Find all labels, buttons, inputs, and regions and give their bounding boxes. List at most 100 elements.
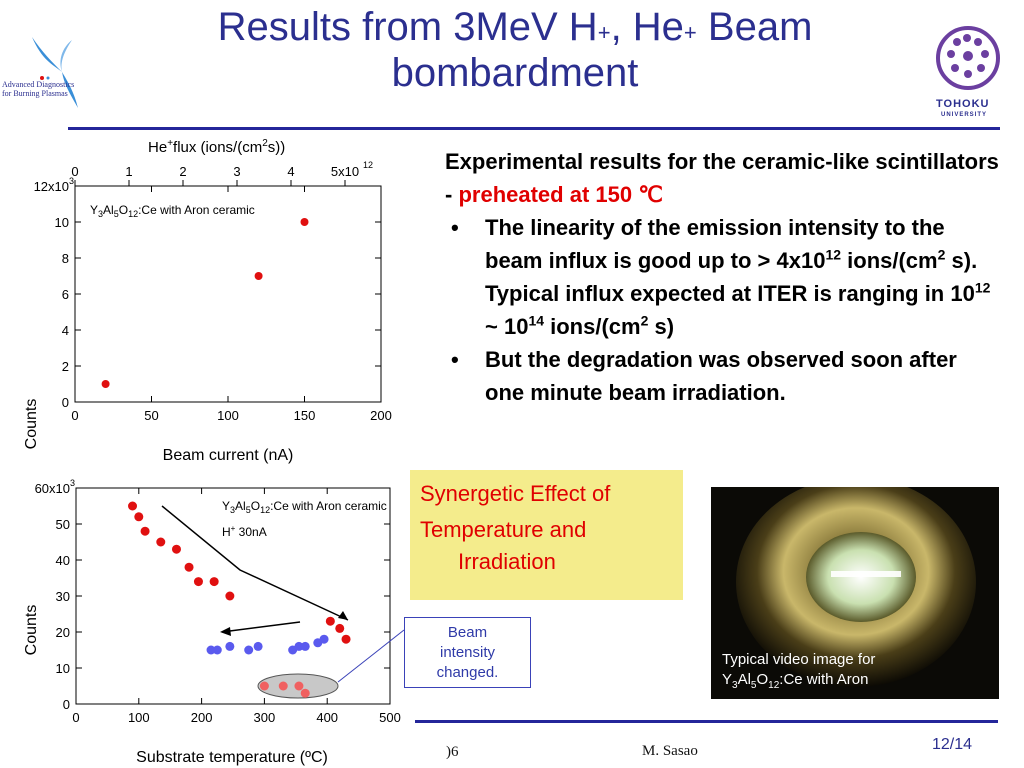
data-point [244, 645, 254, 655]
data-point [259, 681, 269, 691]
data-point [325, 616, 335, 626]
y-tick-label: 8 [62, 251, 69, 266]
x-tick-label: 200 [191, 710, 213, 725]
data-point [300, 688, 310, 698]
y-tick-exponent: 3 [69, 176, 74, 186]
slide-title: Results from 3MeV H+, He+ Beam bombardme… [217, 5, 813, 95]
data-point [278, 681, 288, 691]
y-tick-label: 20 [56, 625, 70, 640]
x-tick-label: 150 [294, 408, 316, 423]
x-tick-label: 100 [217, 408, 239, 423]
trend-arrow-head-down [338, 611, 348, 620]
footer-author: M. Sasao [642, 743, 698, 759]
synergy-line1: Synergetic Effect of [420, 481, 611, 506]
top-tick-label: 4 [287, 164, 294, 179]
logo-text-line1: Advanced Diagnostics [2, 80, 75, 89]
x-tick-label: 0 [72, 710, 79, 725]
y-tick-label: 6 [62, 287, 69, 302]
footer-fragment: )6 [446, 744, 459, 760]
data-point [209, 577, 219, 587]
x-tick-label: 0 [71, 408, 78, 423]
chart1-top-axis-label: He+flux (ions/(cm2s)) [148, 138, 285, 156]
y-tick-label: 0 [62, 395, 69, 410]
y-tick-label: 10 [56, 661, 70, 676]
y-tick-label: 10 [55, 215, 69, 230]
beam-change-line3: changed. [436, 664, 499, 681]
data-point [300, 218, 309, 226]
data-point [294, 641, 304, 651]
bullet-heading: Experimental results for the ceramic-lik… [445, 149, 999, 207]
callout-connector [337, 629, 405, 683]
data-point [206, 645, 216, 655]
x-tick-label: 50 [144, 408, 158, 423]
data-point [300, 641, 310, 651]
chart1-ylabel: Counts [23, 399, 40, 450]
logo-text-line2: for Burning Plasmas [2, 89, 68, 98]
data-point [319, 634, 329, 644]
beam-change-callout: Beam intensity changed. [404, 617, 531, 688]
top-tick-label: 5x10 [331, 164, 359, 179]
video-image [711, 487, 999, 699]
x-tick-label: 500 [379, 710, 401, 725]
y-tick-label: 30 [56, 589, 70, 604]
tohoku-university-logo: TOHOKU UNIVERSITY [933, 24, 1003, 124]
data-point [101, 380, 110, 388]
data-point [156, 537, 166, 547]
data-point [225, 641, 235, 651]
university-label: UNIVERSITY [941, 112, 988, 118]
data-point [171, 544, 181, 554]
beam-change-line1: Beam [447, 624, 488, 641]
y-tick-exponent: 3 [70, 478, 75, 488]
data-point [253, 641, 263, 651]
advanced-diagnostics-logo: Advanced Diagnostics for Burning Plasmas [2, 32, 82, 112]
photo-caption: Typical video image for Y3Al5O12:Ce with… [722, 651, 876, 691]
bottom-divider [415, 720, 998, 723]
y-tick-label: 50 [56, 517, 70, 532]
y-tick-label: 0 [63, 697, 70, 712]
data-point [134, 512, 144, 522]
data-point [184, 562, 194, 572]
x-tick-label: 400 [316, 710, 338, 725]
y-tick-label: 12x10 [34, 179, 69, 194]
synergy-line3: Irradiation [458, 549, 556, 574]
data-point [294, 681, 304, 691]
x-tick-label: 300 [254, 710, 276, 725]
x-tick-label: 200 [370, 408, 392, 423]
top-divider [68, 127, 1000, 130]
beam-change-line2: intensity [439, 644, 496, 661]
top-tick-exponent: 12 [363, 160, 373, 170]
chart1-xlabel: Beam current (nA) [163, 447, 294, 464]
data-point [140, 526, 150, 536]
data-point [254, 272, 263, 280]
chart2-annotation2: H+ 30nA [222, 524, 267, 539]
bullet-text: Experimental results for the ceramic-lik… [445, 145, 1000, 409]
top-tick-label: 3 [233, 164, 240, 179]
bullet-item-degradation: But the degradation was observed soon af… [445, 343, 1000, 409]
y-tick-label: 4 [62, 323, 69, 338]
synergy-line2: Temperature and [420, 517, 587, 542]
chart1-annotation: Y3Al5O12:Ce with Aron ceramic [90, 203, 255, 219]
y-tick-label: 60x10 [35, 481, 70, 496]
top-tick-label: 1 [125, 164, 132, 179]
trend-arrow-left [221, 621, 301, 633]
data-point [341, 634, 351, 644]
data-point [225, 591, 235, 601]
trend-arrow-head-left [220, 627, 231, 636]
synergy-callout: Synergetic Effect of Temperature and Irr… [410, 470, 683, 600]
x-tick-label: 100 [128, 710, 150, 725]
data-point [212, 645, 222, 655]
top-tick-label: 2 [179, 164, 186, 179]
top-tick-label: 0 [71, 164, 78, 179]
data-point [193, 577, 203, 587]
chart-temperature: 0 100 200 300 400 500 0 10 20 30 40 50 60x10 3 Y3Al5O… [23, 478, 405, 766]
y-tick-label: 40 [56, 553, 70, 568]
chart2-ylabel: Counts [23, 605, 40, 656]
tohoku-label: TOHOKU [936, 98, 990, 110]
page-number: 12/14 [932, 736, 973, 753]
chart2-xlabel: Substrate temperature (ºC) [136, 749, 328, 766]
trend-arrow-down [161, 505, 349, 621]
data-point [128, 501, 138, 511]
bullet-item-linearity: The linearity of the emission intensity … [445, 211, 1000, 343]
y-tick-label: 2 [62, 359, 69, 374]
